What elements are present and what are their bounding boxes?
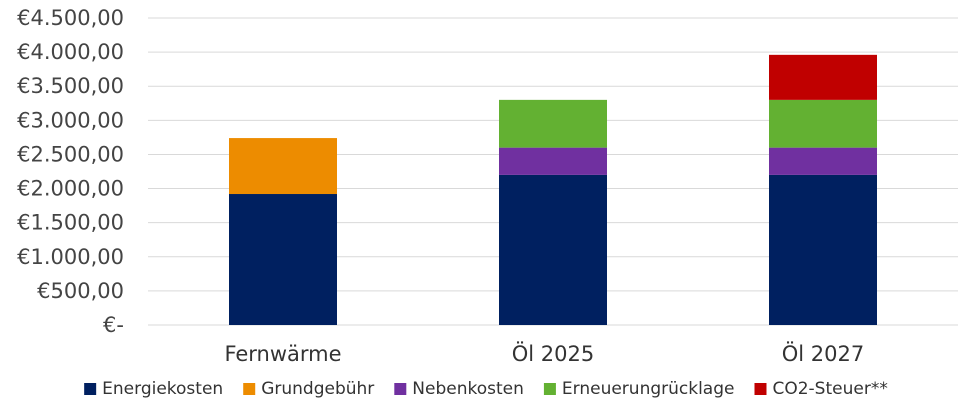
- y-tick-label: €3.000,00: [17, 108, 124, 132]
- legend-item: Grundgebühr: [243, 379, 374, 399]
- x-category-label: Öl 2025: [512, 341, 594, 366]
- legend-swatch: [754, 383, 767, 395]
- y-tick-label: €1.500,00: [17, 211, 124, 235]
- legend-item: Nebenkosten: [394, 379, 524, 399]
- x-category-label: Öl 2027: [782, 341, 864, 366]
- legend-label: Nebenkosten: [412, 379, 524, 399]
- legend-label: Erneuerungrücklage: [562, 379, 735, 399]
- x-category-label: Fernwärme: [224, 342, 341, 366]
- legend-label: Energiekosten: [102, 379, 223, 399]
- legend-swatch: [394, 383, 407, 395]
- legend: Energiekosten Grundgebühr Nebenkosten Erneu…: [84, 379, 888, 399]
- legend-swatch: [243, 383, 256, 395]
- bar-segment-2-4: [499, 99, 607, 148]
- bars: [229, 54, 877, 325]
- legend-label: Grundgebühr: [261, 379, 374, 399]
- y-tick-label: €2.000,00: [17, 177, 124, 201]
- bar-segment-3-1: [769, 174, 877, 325]
- y-tick-label: €1.000,00: [17, 245, 124, 269]
- legend-item: Energiekosten: [84, 379, 223, 399]
- legend-item: Erneuerungrücklage: [543, 379, 735, 399]
- y-tick-label: €-: [103, 313, 124, 337]
- bar-segment-2-1: [499, 174, 607, 325]
- x-axis-category-labels: Fernwärme Öl 2025 Öl 2027: [224, 341, 864, 366]
- bar-segment-3-5: [769, 54, 877, 100]
- legend-swatch: [543, 383, 556, 395]
- legend-swatch: [84, 383, 97, 395]
- y-tick-label: €4.500,00: [17, 6, 124, 30]
- y-tick-label: €3.500,00: [17, 74, 124, 98]
- bar-segment-1-1: [229, 194, 337, 325]
- bar-segment-3-3: [769, 147, 877, 175]
- bar-segment-2-3: [499, 147, 607, 175]
- legend-item: CO2-Steuer**: [754, 379, 888, 399]
- legend-label: CO2-Steuer**: [772, 379, 887, 399]
- y-tick-label: €4.000,00: [17, 40, 124, 64]
- y-tick-label: €2.500,00: [17, 142, 124, 166]
- y-tick-label: €500,00: [37, 279, 124, 303]
- bar-segment-1-2: [229, 138, 337, 195]
- y-axis-tick-labels: €- €500,00 €1.000,00 €1.500,00 €2.000,00 €2.5…: [17, 6, 124, 337]
- bar-segment-3-4: [769, 99, 877, 148]
